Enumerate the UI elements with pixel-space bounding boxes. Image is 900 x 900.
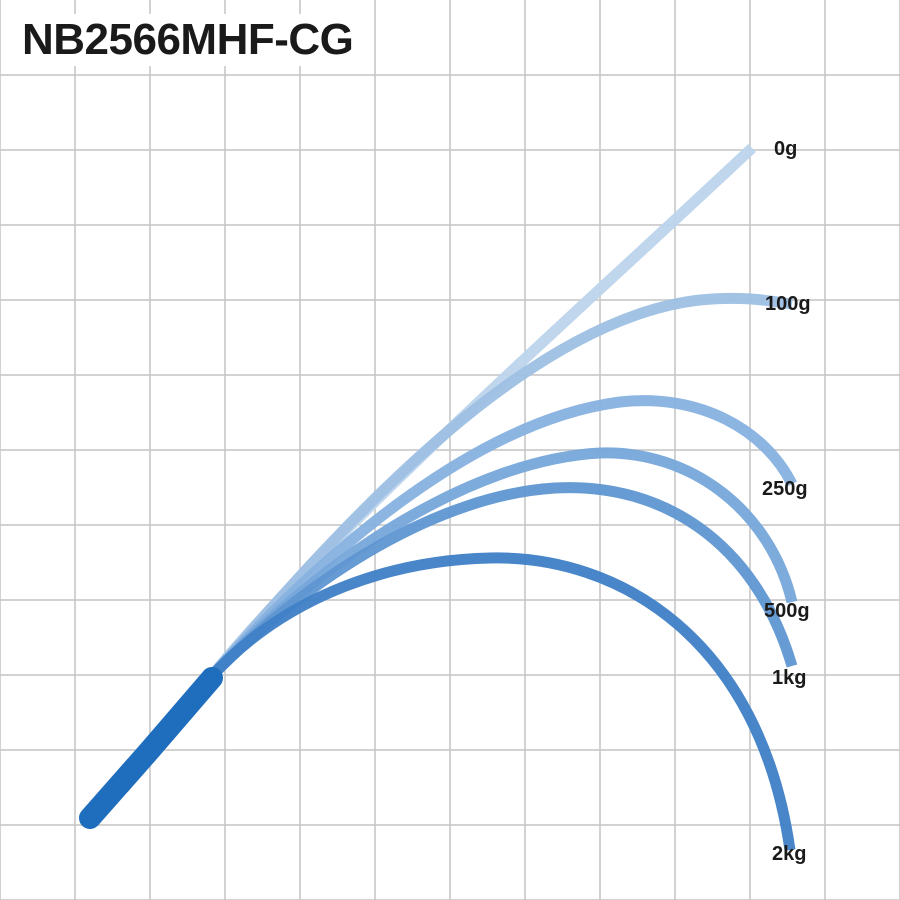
load-label-250g: 250g xyxy=(762,478,808,500)
bend-curve-1kg xyxy=(206,482,798,682)
load-label-1kg: 1kg xyxy=(772,667,807,689)
bend-curve-2kg xyxy=(205,552,796,851)
load-label-2kg: 2kg xyxy=(772,843,807,865)
rod-butt xyxy=(79,667,223,829)
load-label-0g: 0g xyxy=(774,138,798,160)
bend-curve-250g xyxy=(205,395,797,682)
load-label-500g: 500g xyxy=(764,600,810,622)
model-title: NB2566MHF-CG xyxy=(22,14,358,66)
load-label-100g: 100g xyxy=(765,293,811,315)
bend-curve-100g xyxy=(205,292,793,682)
